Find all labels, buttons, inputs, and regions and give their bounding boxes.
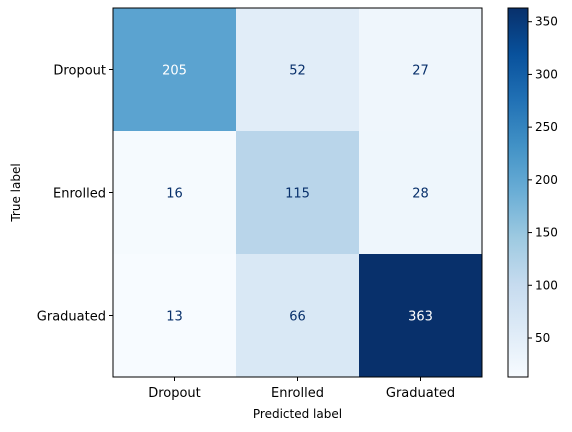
cell-value-label: 28	[412, 187, 429, 202]
colorbar-tick-label: 100	[535, 278, 558, 292]
cell-value-label: 115	[285, 187, 310, 202]
heatmap-cell	[113, 131, 236, 254]
y-tick-label: Dropout	[53, 64, 106, 79]
colorbar-tick-label: 150	[535, 226, 558, 240]
cell-value-label: 363	[408, 310, 433, 325]
heatmap-cell	[113, 8, 236, 131]
x-tick-label: Graduated	[386, 386, 455, 401]
colorbar	[507, 7, 529, 378]
colorbar-tick-label: 250	[535, 120, 558, 134]
cell-value-label: 205	[162, 64, 187, 79]
cell-value-label: 66	[289, 310, 306, 325]
heatmap-cell	[113, 254, 236, 377]
colorbar-tick-label: 50	[535, 331, 550, 345]
colorbar-ticks: 50 100 150 200 250 300 350	[528, 15, 558, 345]
y-tick-label: Enrolled	[53, 187, 106, 202]
heatmap-cell	[236, 8, 359, 131]
cell-value-label: 16	[166, 187, 183, 202]
cell-value-label: 13	[166, 310, 183, 325]
colorbar-tick-label: 300	[535, 67, 558, 81]
heatmap-cell	[236, 131, 359, 254]
colorbar-tick-label: 350	[535, 15, 558, 29]
colorbar-tick-label: 200	[535, 173, 558, 187]
heatmap-cell	[359, 8, 482, 131]
heatmap-cell	[236, 254, 359, 377]
y-tick-label: Graduated	[37, 310, 106, 325]
cell-value-label: 52	[289, 64, 306, 79]
y-axis-title: True label	[9, 163, 23, 222]
heatmap-cell	[359, 131, 482, 254]
x-axis-title: Predicted label	[253, 407, 342, 421]
x-tick-label: Dropout	[148, 386, 201, 401]
x-axis-ticks: Dropout Enrolled Graduated	[148, 377, 455, 401]
cell-value-label: 27	[412, 64, 429, 79]
x-tick-label: Enrolled	[271, 386, 324, 401]
heatmap-cell	[359, 254, 482, 377]
heatmap-cells: 205 52 27 16 115 28 13 66 363	[113, 8, 482, 377]
y-axis-ticks: Dropout Enrolled Graduated	[37, 64, 113, 325]
